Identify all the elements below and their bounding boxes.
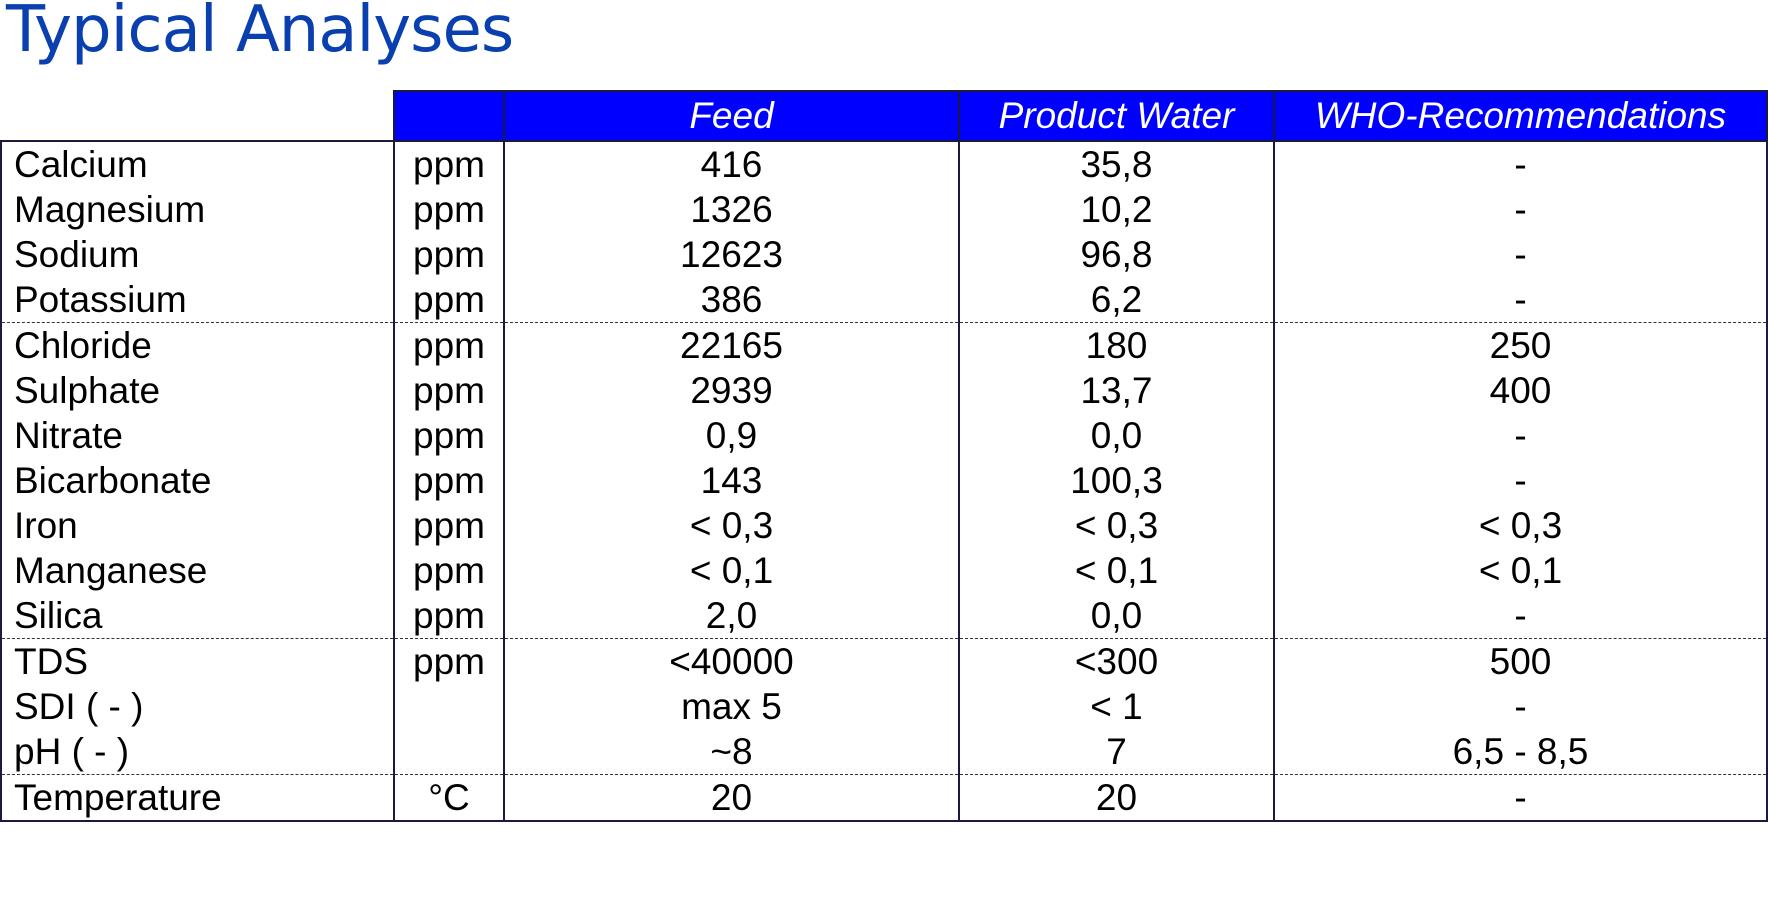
who-cell: - — [1273, 774, 1768, 822]
who-cell: 400 — [1273, 368, 1768, 413]
unit-cell: ppm — [393, 458, 505, 503]
parameter-cell: Sodium — [0, 232, 395, 277]
table-row: Sodium ppm 12623 96,8 - — [0, 232, 1768, 277]
header-feed: Feed — [503, 90, 960, 142]
who-cell: - — [1273, 413, 1768, 458]
unit-cell — [393, 684, 505, 729]
who-cell: < 0,3 — [1273, 503, 1768, 548]
unit-cell: ppm — [393, 593, 505, 639]
product-water-cell: 180 — [958, 322, 1275, 368]
table-row: Potassium ppm 386 6,2 - — [0, 277, 1768, 323]
product-water-cell: 6,2 — [958, 277, 1275, 323]
header-parameter — [1, 91, 395, 142]
table-row: SDI ( - ) max 5 < 1 - — [0, 684, 1768, 729]
unit-cell: ppm — [393, 413, 505, 458]
feed-cell: < 0,3 — [503, 503, 960, 548]
who-cell: - — [1273, 232, 1768, 277]
table-header-row: Feed Product Water WHO-Recommendations — [1, 90, 1768, 142]
parameter-cell: TDS — [0, 638, 395, 684]
feed-cell: 2939 — [503, 368, 960, 413]
who-cell: - — [1273, 684, 1768, 729]
table-row: Manganese ppm < 0,1 < 0,1 < 0,1 — [0, 548, 1768, 593]
product-water-cell: <300 — [958, 638, 1275, 684]
feed-cell: max 5 — [503, 684, 960, 729]
who-cell: - — [1273, 187, 1768, 232]
product-water-cell: 100,3 — [958, 458, 1275, 503]
who-cell: - — [1273, 277, 1768, 323]
parameter-cell: Silica — [0, 593, 395, 639]
who-cell: 500 — [1273, 638, 1768, 684]
feed-cell: 143 — [503, 458, 960, 503]
product-water-cell: 96,8 — [958, 232, 1275, 277]
table-row: Iron ppm < 0,3 < 0,3 < 0,3 — [0, 503, 1768, 548]
feed-cell: ~8 — [503, 729, 960, 775]
who-cell: < 0,1 — [1273, 548, 1768, 593]
unit-cell: ppm — [393, 503, 505, 548]
product-water-cell: 35,8 — [958, 141, 1275, 187]
feed-cell: 1326 — [503, 187, 960, 232]
parameter-cell: Nitrate — [0, 413, 395, 458]
feed-cell: 0,9 — [503, 413, 960, 458]
parameter-cell: Calcium — [0, 141, 395, 187]
table-row: Chloride ppm 22165 180 250 — [0, 322, 1768, 368]
header-unit — [393, 90, 505, 142]
parameter-cell: Temperature — [0, 774, 395, 822]
unit-cell: ppm — [393, 638, 505, 684]
product-water-cell: 7 — [958, 729, 1275, 775]
product-water-cell: 20 — [958, 774, 1275, 822]
unit-cell: ppm — [393, 368, 505, 413]
table-row: Nitrate ppm 0,9 0,0 - — [0, 413, 1768, 458]
parameter-cell: Iron — [0, 503, 395, 548]
parameter-cell: SDI ( - ) — [0, 684, 395, 729]
feed-cell: <40000 — [503, 638, 960, 684]
table-row: Temperature °C 20 20 - — [0, 774, 1768, 822]
product-water-cell: < 1 — [958, 684, 1275, 729]
unit-cell: ppm — [393, 277, 505, 323]
product-water-cell: 10,2 — [958, 187, 1275, 232]
table-row: Calcium ppm 416 35,8 - — [0, 141, 1768, 187]
analyses-table: Feed Product Water WHO-Recommendations C… — [0, 90, 1768, 822]
product-water-cell: 0,0 — [958, 413, 1275, 458]
parameter-cell: Magnesium — [0, 187, 395, 232]
header-who-recommendations: WHO-Recommendations — [1273, 90, 1768, 142]
unit-cell: ppm — [393, 141, 505, 187]
unit-cell: ppm — [393, 548, 505, 593]
table-row: pH ( - ) ~8 7 6,5 - 8,5 — [0, 729, 1768, 775]
feed-cell: < 0,1 — [503, 548, 960, 593]
table-row: Magnesium ppm 1326 10,2 - — [0, 187, 1768, 232]
who-cell: - — [1273, 593, 1768, 639]
unit-cell: °C — [393, 774, 505, 822]
table-row: Bicarbonate ppm 143 100,3 - — [0, 458, 1768, 503]
who-cell: - — [1273, 458, 1768, 503]
product-water-cell: < 0,1 — [958, 548, 1275, 593]
feed-cell: 22165 — [503, 322, 960, 368]
who-cell: 250 — [1273, 322, 1768, 368]
table-row: Sulphate ppm 2939 13,7 400 — [0, 368, 1768, 413]
table-row: TDS ppm <40000 <300 500 — [0, 638, 1768, 684]
table-row: Silica ppm 2,0 0,0 - — [0, 593, 1768, 639]
unit-cell: ppm — [393, 232, 505, 277]
product-water-cell: 0,0 — [958, 593, 1275, 639]
unit-cell: ppm — [393, 187, 505, 232]
page-title: Typical Analyses — [6, 0, 514, 67]
feed-cell: 20 — [503, 774, 960, 822]
who-cell: - — [1273, 141, 1768, 187]
unit-cell: ppm — [393, 322, 505, 368]
parameter-cell: Manganese — [0, 548, 395, 593]
unit-cell — [393, 729, 505, 775]
feed-cell: 12623 — [503, 232, 960, 277]
parameter-cell: Bicarbonate — [0, 458, 395, 503]
parameter-cell: Chloride — [0, 322, 395, 368]
parameter-cell: pH ( - ) — [0, 729, 395, 775]
product-water-cell: 13,7 — [958, 368, 1275, 413]
who-cell: 6,5 - 8,5 — [1273, 729, 1768, 775]
feed-cell: 416 — [503, 141, 960, 187]
feed-cell: 386 — [503, 277, 960, 323]
feed-cell: 2,0 — [503, 593, 960, 639]
header-product-water: Product Water — [958, 90, 1275, 142]
parameter-cell: Potassium — [0, 277, 395, 323]
parameter-cell: Sulphate — [0, 368, 395, 413]
product-water-cell: < 0,3 — [958, 503, 1275, 548]
